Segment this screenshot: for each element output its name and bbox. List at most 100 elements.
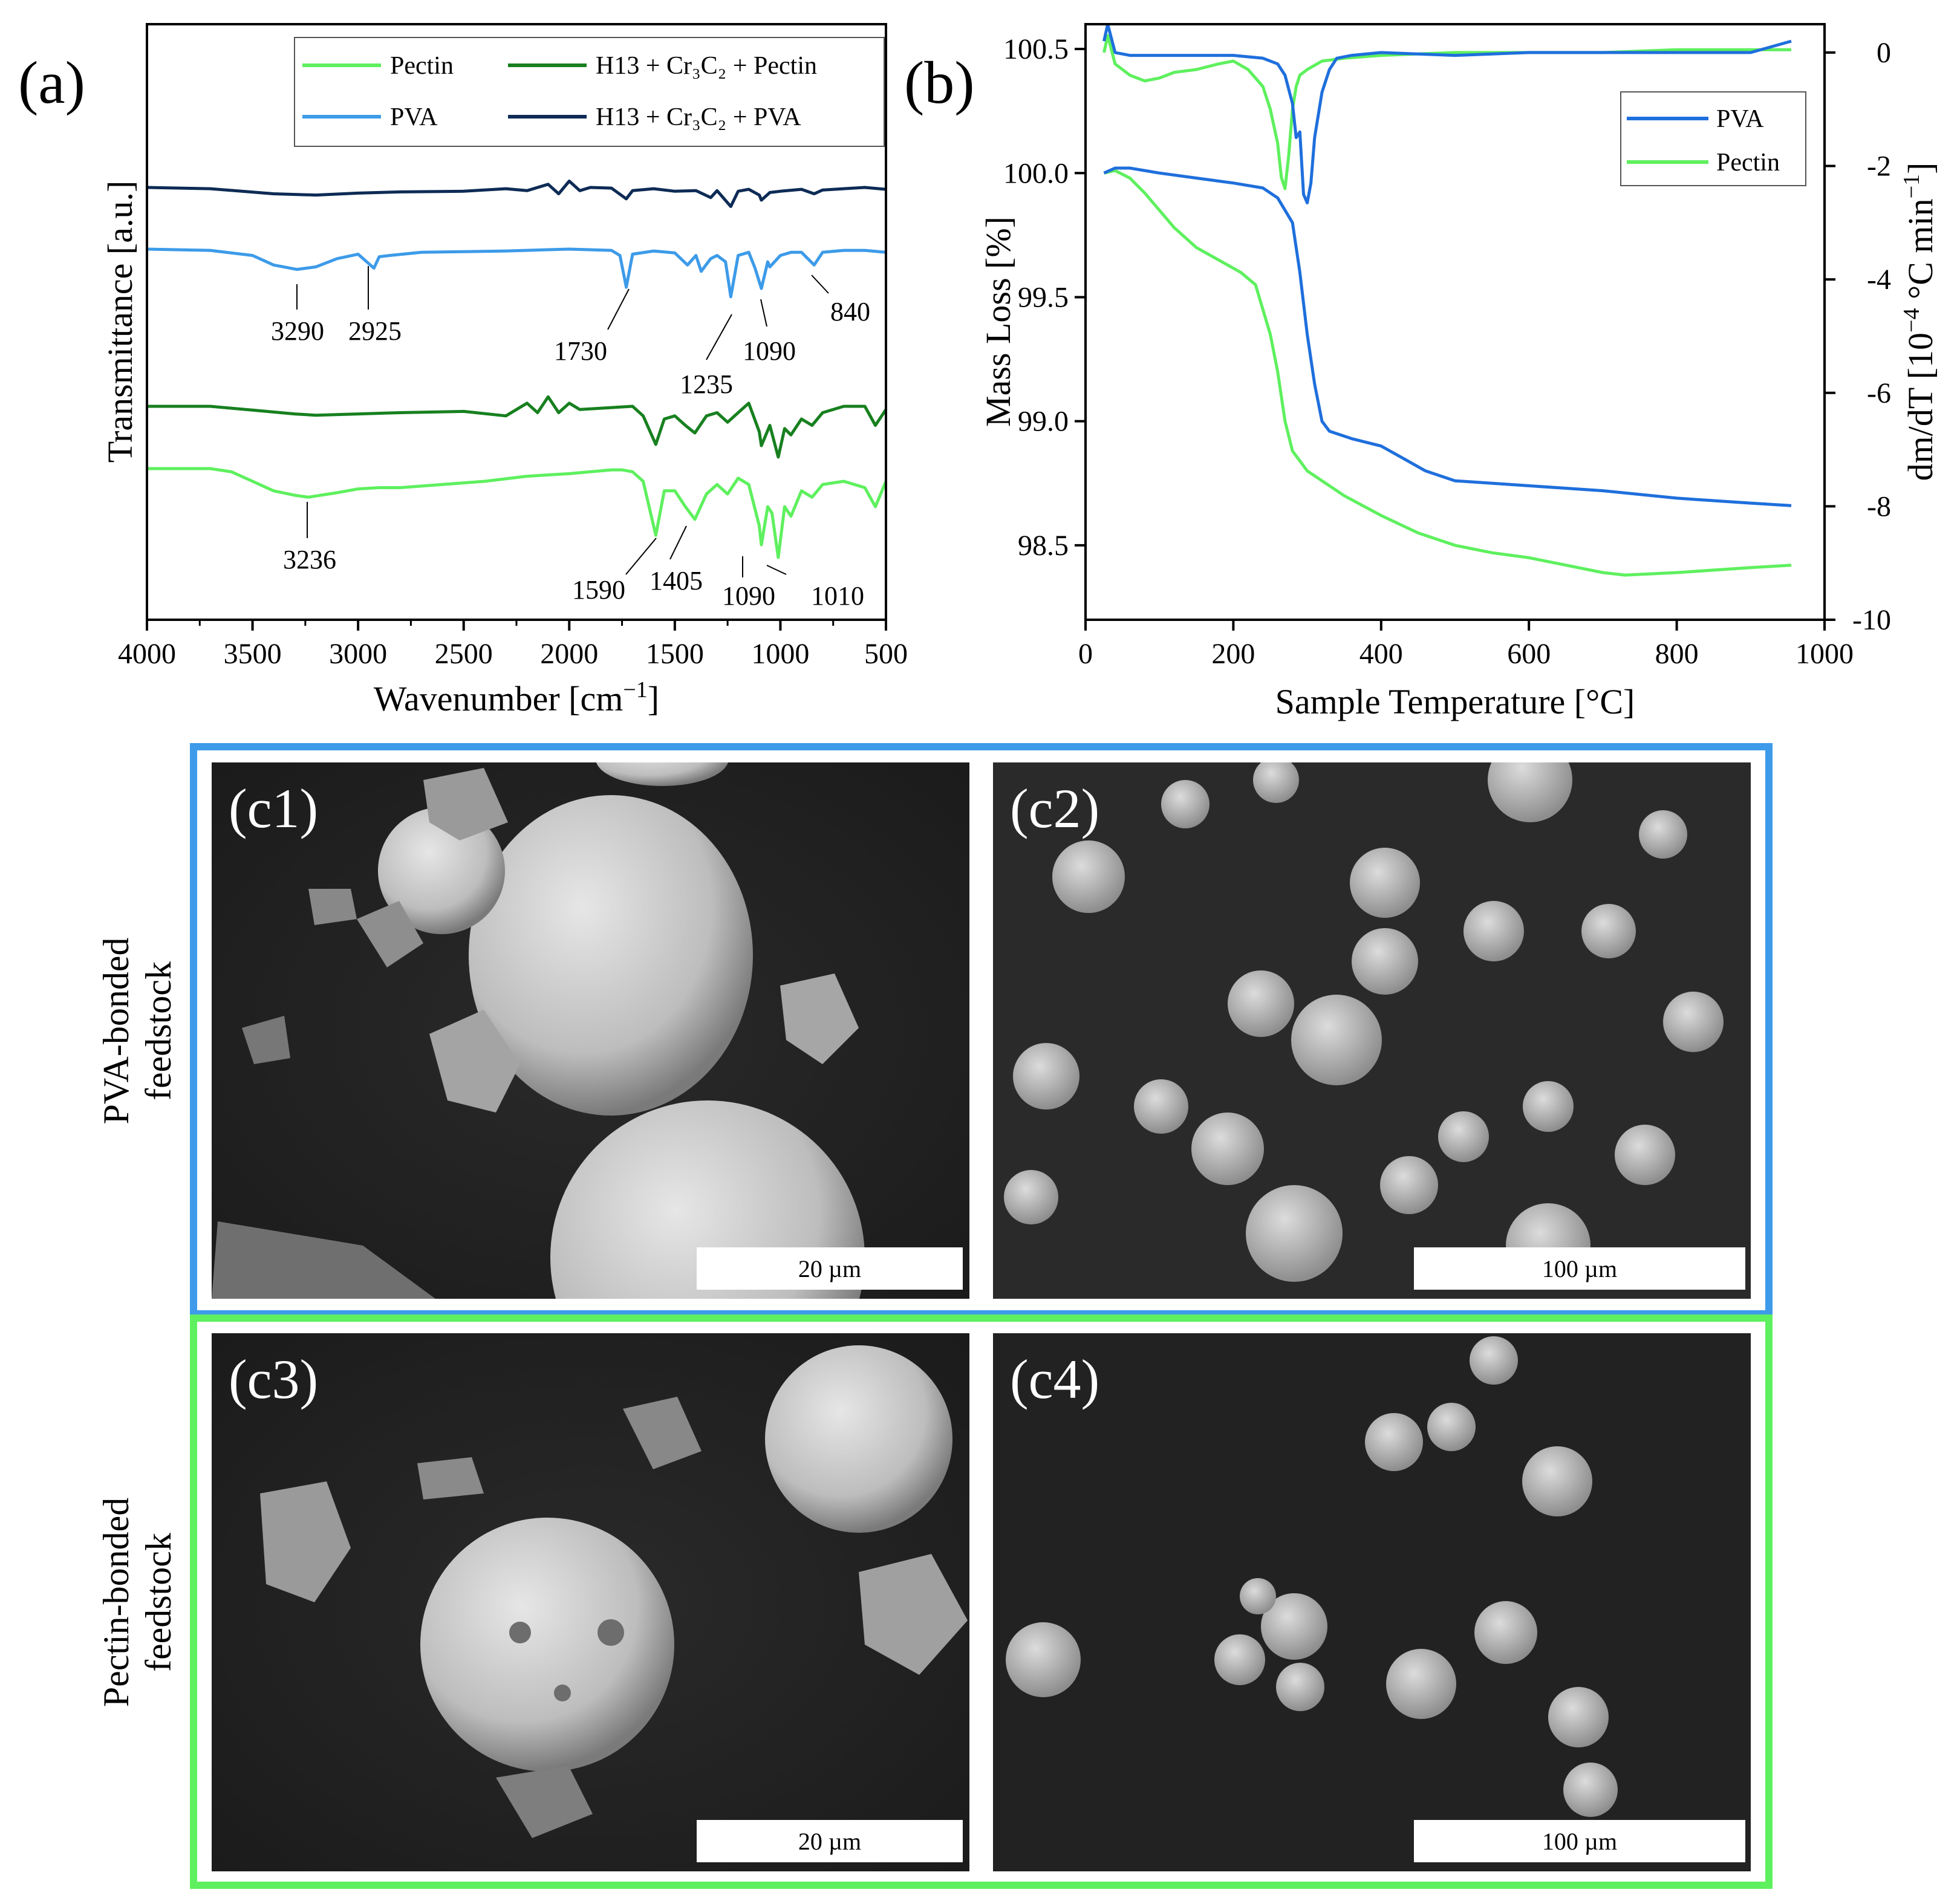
tga-xtick-label: 0 xyxy=(1078,638,1093,670)
ftir-series-group xyxy=(147,180,886,559)
ftir-xticks: 4000 3500 3000 2500 2000 1500 1000 500 xyxy=(118,620,908,670)
sem-c4-background xyxy=(993,1333,1751,1871)
sem-c4-label: (c4) xyxy=(1010,1348,1099,1410)
peak-label-1090b: 1090 xyxy=(722,581,775,611)
sem-c4-sphere xyxy=(1522,1446,1592,1516)
ftir-xtick-label: 4000 xyxy=(118,638,176,670)
ftir-xtick-label: 1500 xyxy=(646,638,704,670)
sem-c2-sphere xyxy=(1463,901,1524,961)
sem-c3-top-right-sphere xyxy=(765,1345,952,1533)
sem-c2-sphere xyxy=(1663,992,1724,1052)
pva-side-label-line1: PVA-bonded xyxy=(96,938,136,1125)
ftir-xtick-label: 3500 xyxy=(224,638,282,670)
sem-c2-sphere xyxy=(1291,995,1382,1085)
sem-c1-scale-text: 20 µm xyxy=(798,1255,861,1282)
sem-c4-sphere xyxy=(1261,1593,1327,1660)
sem-panels: PVA-bonded feedstock Pectin-bonded feeds… xyxy=(96,743,1773,1889)
peak-line-1590 xyxy=(625,538,657,575)
sem-c2-scale-text: 100 µm xyxy=(1542,1255,1617,1282)
sem-c2-particles xyxy=(1004,762,1724,1288)
tga-legend-box xyxy=(1620,91,1806,186)
ftir-series-h13-pectin xyxy=(147,395,886,459)
sem-c1-top-sphere xyxy=(596,762,728,786)
ftir-plot-area xyxy=(147,180,886,559)
ftir-xtick-label: 3000 xyxy=(329,638,387,670)
legend-label-pva: PVA xyxy=(390,103,438,131)
sem-c2-scalebar xyxy=(1414,1247,1745,1290)
sem-c3-spot xyxy=(554,1685,571,1701)
tga-xtick-label: 1000 xyxy=(1796,638,1854,670)
tga-y2tick-label: -6 xyxy=(1867,377,1891,409)
sem-c3-large-sphere xyxy=(420,1518,674,1772)
ftir-xtick-label: 500 xyxy=(864,638,908,670)
sem-c2-sphere xyxy=(1380,1156,1438,1214)
sem-c2-sphere xyxy=(1488,762,1572,822)
tga-axes-frame xyxy=(1084,23,1826,621)
peak-label-1405: 1405 xyxy=(650,566,703,596)
sem-c2-sphere xyxy=(1438,1111,1489,1162)
sem-c4-sphere xyxy=(1470,1336,1518,1385)
pva-side-label-line2: feedstock xyxy=(138,961,178,1100)
sem-c3-scalebar xyxy=(697,1820,963,1862)
sem-c3-spot xyxy=(509,1622,531,1643)
ftir-xlabel: Wavenumber [cm−1] xyxy=(374,677,659,718)
sem-c3-spot xyxy=(597,1619,624,1646)
tga-ytick-label: 98.5 xyxy=(1018,530,1069,562)
tga-series-group xyxy=(1102,24,1792,577)
tga-y2tick-label: -2 xyxy=(1867,151,1891,183)
sem-c3-fragment xyxy=(496,1766,593,1838)
sem-c4-scalebar xyxy=(1414,1820,1745,1862)
pva-feedstock-frame xyxy=(190,743,1773,1318)
tga-series-pva-mass xyxy=(1103,166,1792,507)
sem-c2-sphere xyxy=(1013,1043,1079,1110)
sem-c2-sphere xyxy=(1228,970,1294,1037)
tga-y2tick-label: 0 xyxy=(1877,37,1891,69)
sem-c2-label: (c2) xyxy=(1010,778,1099,839)
tga-xtick-label: 200 xyxy=(1211,638,1255,670)
peak-label-1010: 1010 xyxy=(811,581,864,611)
sem-c1-label: (c1) xyxy=(229,778,318,839)
peak-label-1730: 1730 xyxy=(554,336,607,366)
sem-c4-sphere xyxy=(1548,1687,1609,1747)
ftir-peak-annotations xyxy=(296,266,829,577)
tga-y2label: dm/dT [10−4 °C min−1] xyxy=(1899,163,1940,481)
sem-c2-sphere xyxy=(1052,840,1125,913)
sem-image-c3: (c3) 20 µm xyxy=(212,1333,969,1871)
sem-c4-sphere xyxy=(1006,1622,1081,1697)
tga-xlabel: Sample Temperature [°C] xyxy=(1275,682,1635,721)
sem-c1-fragment xyxy=(212,1221,435,1299)
sem-c1-small-sphere xyxy=(378,807,505,934)
sem-c3-label: (c3) xyxy=(229,1348,318,1410)
sem-c4-sphere xyxy=(1214,1634,1265,1685)
sem-c2-sphere xyxy=(1246,1185,1343,1282)
tga-series-pectin-dmdt xyxy=(1102,34,1791,190)
tga-legend-label-pectin: Pectin xyxy=(1716,149,1780,177)
peak-label-1235: 1235 xyxy=(680,369,733,399)
tga-legend-label-pva: PVA xyxy=(1716,105,1764,133)
peak-label-1590: 1590 xyxy=(572,575,625,605)
sem-c2-sphere xyxy=(1134,1079,1188,1134)
sem-c1-fragment xyxy=(423,768,508,840)
peak-label-840: 840 xyxy=(830,297,870,327)
tga-y2tick-label: -10 xyxy=(1852,604,1891,636)
ftir-series-pva xyxy=(147,247,886,299)
sem-c3-fragment xyxy=(623,1397,702,1469)
tga-xtick-label: 400 xyxy=(1359,638,1403,670)
tga-plot-area xyxy=(1102,24,1792,577)
peak-line-1730 xyxy=(607,288,630,330)
sem-c1-fragment xyxy=(780,973,859,1064)
ftir-xtick-label: 2000 xyxy=(540,638,598,670)
peak-label-3290: 3290 xyxy=(271,316,324,346)
sem-c4-sphere xyxy=(1427,1403,1476,1451)
ftir-legend: Pectin PVA H13 + Cr₃C₂ + Pectin H13 + Cr… xyxy=(294,37,885,147)
sem-image-c2: (c2) 100 µm xyxy=(993,762,1751,1299)
legend-label-h13-pva: H13 + Cr₃C₂ + PVA xyxy=(596,103,801,131)
sem-c4-sphere xyxy=(1386,1649,1456,1719)
legend-label-pectin: Pectin xyxy=(390,52,454,80)
sem-c3-fragment xyxy=(859,1554,968,1675)
ftir-peak-labels: 3290 2925 1730 1235 1090 840 3236 1590 1… xyxy=(271,297,870,611)
sem-c4-sphere xyxy=(1365,1413,1423,1471)
sem-c4-sphere xyxy=(1276,1663,1324,1711)
tga-legend: PVA Pectin xyxy=(1620,91,1806,186)
tga-xtick-label: 800 xyxy=(1655,638,1699,670)
